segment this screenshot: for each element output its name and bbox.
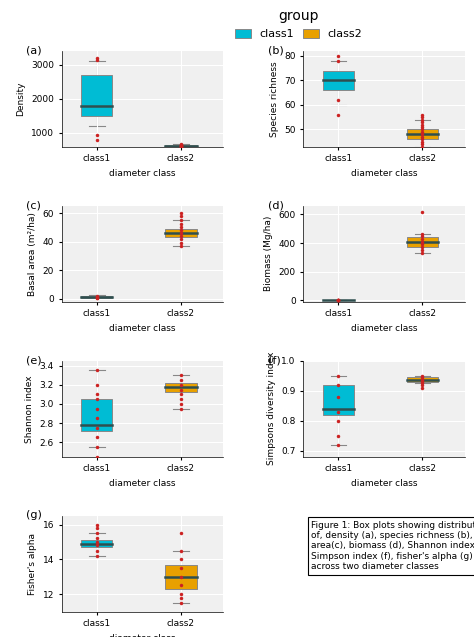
X-axis label: diameter class: diameter class [109, 169, 175, 178]
Bar [407, 238, 438, 247]
X-axis label: diameter class: diameter class [109, 634, 175, 637]
Bar [323, 71, 354, 90]
Bar [81, 540, 112, 547]
Bar [165, 564, 197, 589]
X-axis label: diameter class: diameter class [109, 479, 175, 488]
Text: (b): (b) [268, 45, 283, 55]
Y-axis label: Simpsons diversity index: Simpsons diversity index [267, 352, 276, 466]
Bar [81, 399, 112, 431]
Y-axis label: Biomass (Mg/ha): Biomass (Mg/ha) [264, 216, 273, 292]
X-axis label: diameter class: diameter class [351, 324, 417, 333]
Text: (e): (e) [26, 355, 42, 365]
X-axis label: diameter class: diameter class [351, 479, 417, 488]
Bar [165, 145, 197, 147]
Text: Figure 1: Box plots showing distribution
of, density (a), species richness (b), : Figure 1: Box plots showing distribution… [311, 520, 474, 571]
X-axis label: diameter class: diameter class [351, 169, 417, 178]
Text: (g): (g) [26, 510, 42, 520]
Legend: class1, class2: class1, class2 [233, 7, 365, 41]
Y-axis label: Density: Density [17, 82, 26, 116]
Bar [165, 229, 197, 238]
Bar [81, 296, 112, 297]
Text: (d): (d) [268, 200, 284, 210]
Bar [407, 129, 438, 140]
Text: (c): (c) [26, 200, 41, 210]
Bar [323, 385, 354, 415]
Y-axis label: Fisher's alpha: Fisher's alpha [28, 533, 37, 595]
Y-axis label: Species richness: Species richness [270, 61, 279, 136]
Text: (a): (a) [26, 45, 42, 55]
Bar [407, 377, 438, 382]
Bar [165, 383, 197, 392]
Y-axis label: Basal area (m²/ha): Basal area (m²/ha) [28, 212, 37, 296]
Y-axis label: Shannon index: Shannon index [25, 375, 34, 443]
Text: (f): (f) [268, 355, 281, 365]
Bar [81, 75, 112, 116]
X-axis label: diameter class: diameter class [109, 324, 175, 333]
